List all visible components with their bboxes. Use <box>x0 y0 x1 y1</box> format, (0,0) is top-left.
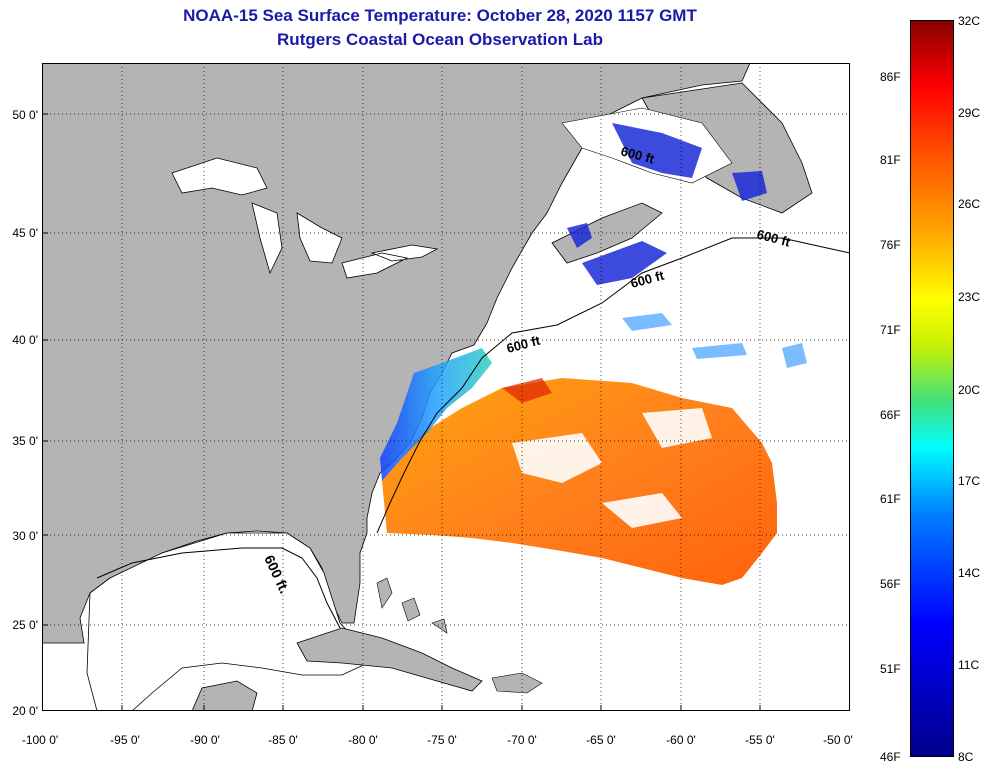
colorbar-label-20c: 20C <box>958 383 981 397</box>
colorbar-label-46f: 46F <box>880 750 901 764</box>
colorbar-label-26c: 26C <box>958 197 981 211</box>
colorbar-label-56f: 56F <box>880 577 901 591</box>
yucatan-land <box>191 680 258 711</box>
isobath-600ft-east <box>376 237 850 534</box>
sst-warm-core <box>502 378 552 403</box>
graticule <box>42 63 850 711</box>
map-frame <box>42 63 850 711</box>
colorbar-label-66f: 66F <box>880 408 901 422</box>
colorbar-label-51f: 51F <box>880 662 901 676</box>
longitude-label-95: -95 0' <box>110 733 140 747</box>
latitude-label-30: 30 0' <box>12 529 38 543</box>
temperature-colorbar <box>910 20 954 757</box>
longitude-label-80: -80 0' <box>348 733 378 747</box>
sst-map: 600 ft. 600 ft 600 ft 600 ft 600 ft <box>42 63 850 711</box>
colorbar-label-11c: 11C <box>958 658 980 672</box>
colorbar-label-86f: 86F <box>880 70 901 84</box>
longitude-label-55: -55 0' <box>745 733 775 747</box>
map-subtitle: Rutgers Coastal Ocean Observation Lab <box>277 30 603 49</box>
cloud-patch <box>512 408 712 528</box>
sst-scattered-patches <box>622 313 807 368</box>
latitude-label-45: 45 0' <box>12 226 38 240</box>
gulf-of-mexico <box>86 532 373 711</box>
colorbar-label-81f: 81F <box>880 153 901 167</box>
latitude-label-35: 35 0' <box>12 434 38 448</box>
longitude-label-70: -70 0' <box>507 733 537 747</box>
cuba-land <box>296 627 483 692</box>
map-ticks <box>42 113 761 711</box>
colorbar-label-17c: 17C <box>958 474 981 488</box>
longitude-label-75: -75 0' <box>427 733 457 747</box>
latitude-label-25: 25 0' <box>12 618 38 632</box>
great-lakes <box>171 157 439 279</box>
bahamas-land <box>376 577 448 634</box>
colorbar-label-61f: 61F <box>880 492 901 506</box>
latitude-label-40: 40 0' <box>12 333 38 347</box>
colorbar-label-14c: 14C <box>958 566 981 580</box>
colorbar-label-76f: 76F <box>880 238 901 252</box>
longitude-label-90: -90 0' <box>190 733 220 747</box>
isobath-600ft-gulf <box>96 547 341 629</box>
colorbar-label-71f: 71F <box>880 323 901 337</box>
hispaniola-land <box>491 672 543 694</box>
latitude-label-20: 20 0' <box>12 704 38 718</box>
sst-cold-patch-north <box>567 123 767 285</box>
colorbar-label-23c: 23C <box>958 290 981 304</box>
colorbar-label-8c: 8C <box>958 750 974 764</box>
longitude-label-50: -50 0' <box>823 733 853 747</box>
longitude-label-60: -60 0' <box>666 733 696 747</box>
latitude-label-50: 50 0' <box>12 108 38 122</box>
map-title: NOAA-15 Sea Surface Temperature: October… <box>183 6 697 25</box>
colorbar-label-32c: 32C <box>958 14 981 28</box>
longitude-label-85: -85 0' <box>268 733 298 747</box>
longitude-label-100: -100 0' <box>21 733 59 747</box>
colorbar-label-29c: 29C <box>958 106 981 120</box>
longitude-label-65: -65 0' <box>586 733 616 747</box>
